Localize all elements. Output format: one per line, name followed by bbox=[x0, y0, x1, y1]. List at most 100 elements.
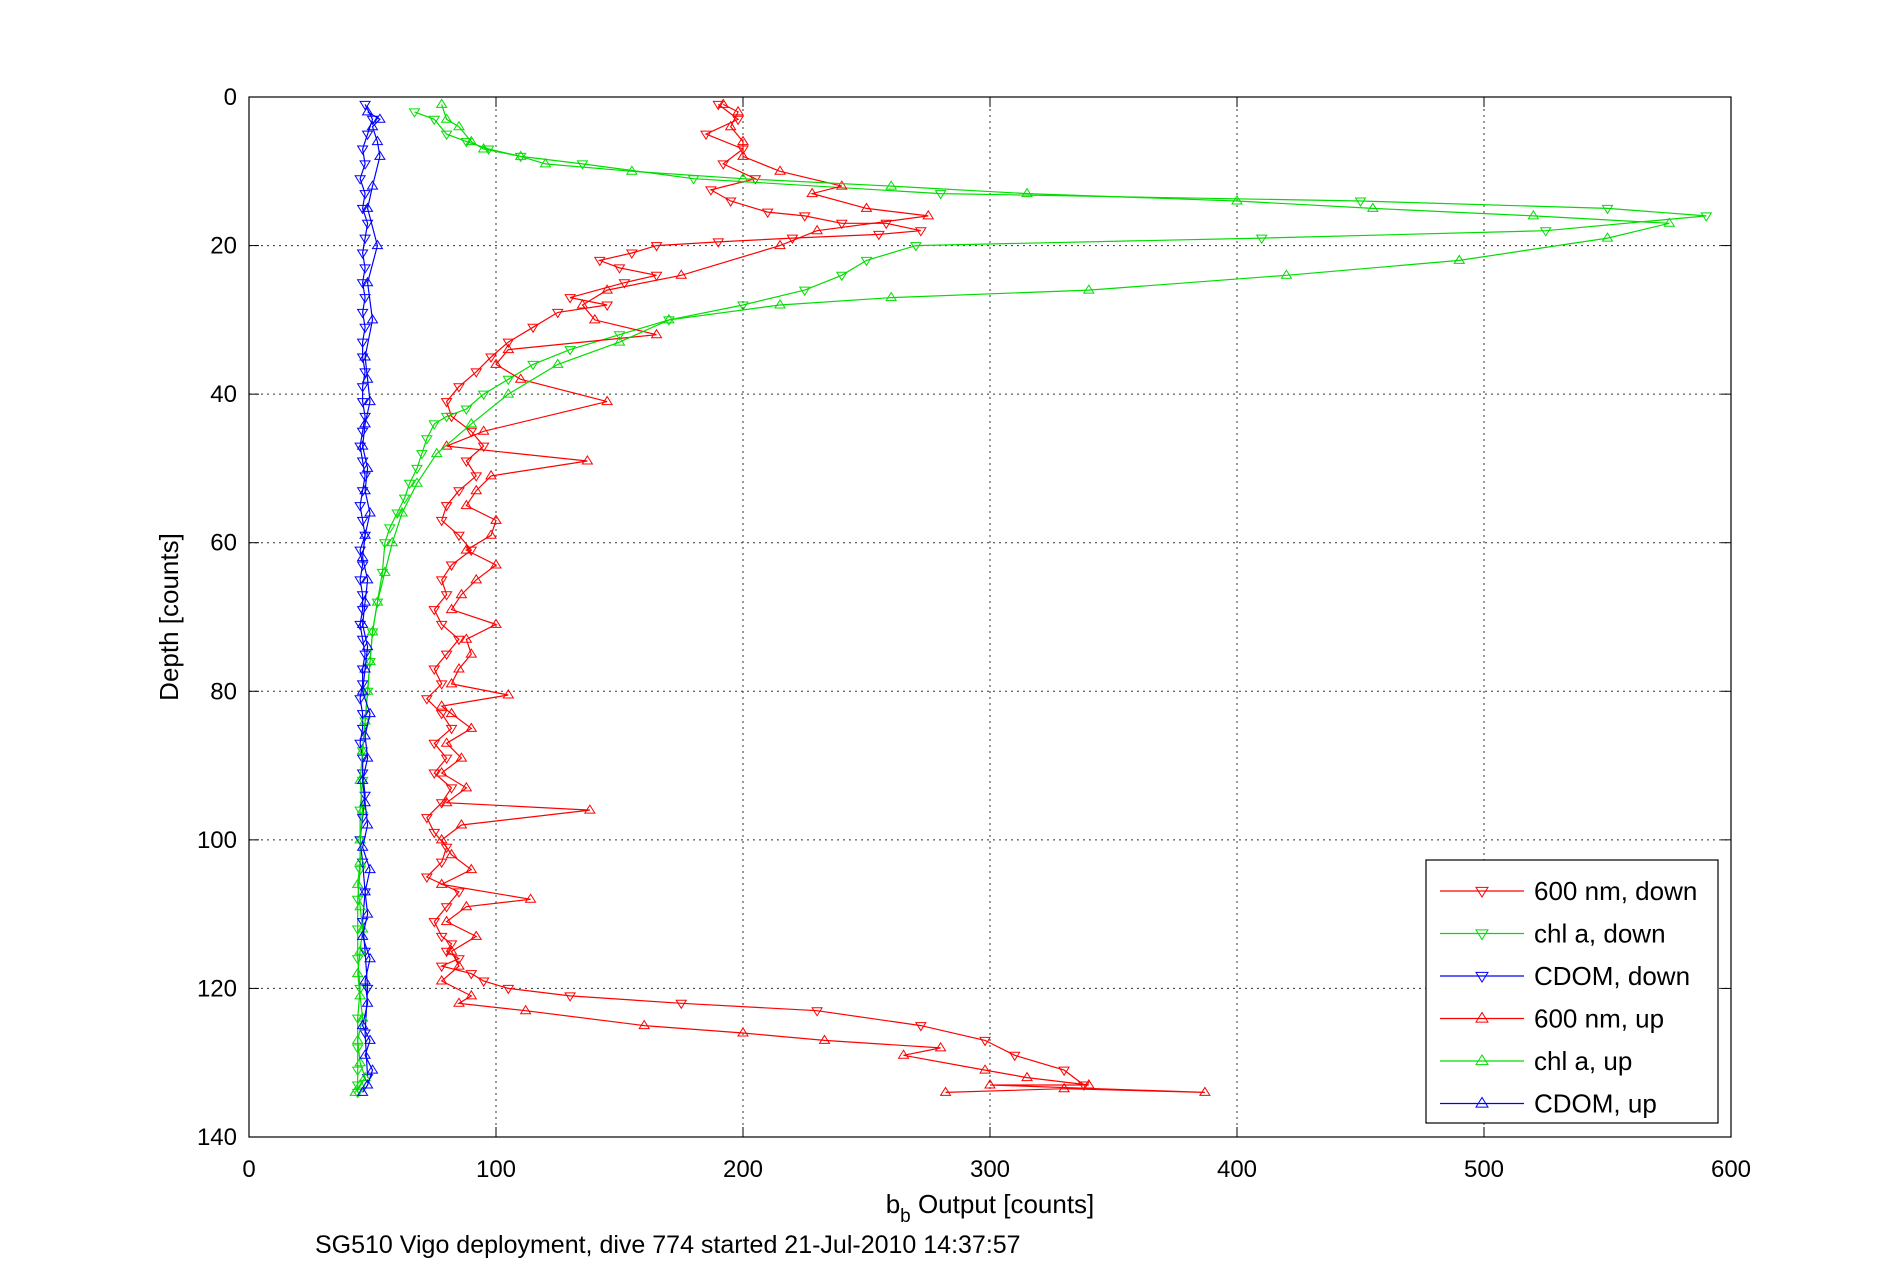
data-point bbox=[774, 165, 786, 175]
data-point bbox=[366, 1064, 379, 1074]
data-point bbox=[453, 635, 465, 646]
data-point bbox=[445, 677, 458, 688]
data-point bbox=[359, 234, 371, 245]
data-point bbox=[356, 204, 369, 215]
data-point bbox=[428, 665, 441, 675]
data-point bbox=[354, 576, 367, 586]
data-point bbox=[356, 561, 369, 571]
data-point bbox=[354, 945, 367, 955]
data-point bbox=[455, 588, 468, 599]
legend-label: CDOM, down bbox=[1534, 961, 1690, 991]
data-point bbox=[576, 299, 589, 309]
data-point bbox=[435, 767, 448, 777]
data-point bbox=[356, 724, 369, 735]
data-point bbox=[445, 945, 458, 955]
chart-caption: SG510 Vigo deployment, dive 774 started … bbox=[315, 1231, 1021, 1259]
data-point bbox=[914, 1022, 927, 1032]
data-point bbox=[811, 224, 824, 235]
data-point bbox=[356, 516, 369, 527]
data-point bbox=[445, 603, 458, 614]
data-point bbox=[1280, 269, 1293, 279]
data-point bbox=[860, 202, 873, 212]
legend-label: chl a, up bbox=[1534, 1046, 1632, 1076]
data-point bbox=[470, 573, 483, 584]
data-point bbox=[361, 1079, 374, 1089]
data-point bbox=[398, 494, 411, 505]
data-point bbox=[361, 819, 374, 829]
data-point bbox=[650, 242, 663, 252]
data-point bbox=[371, 239, 384, 250]
data-point bbox=[732, 105, 744, 116]
data-point bbox=[440, 412, 453, 423]
data-point bbox=[364, 507, 376, 517]
data-point bbox=[490, 618, 502, 628]
data-point bbox=[440, 398, 453, 408]
data-point bbox=[737, 301, 749, 311]
data-point bbox=[502, 338, 515, 349]
data-point bbox=[428, 115, 441, 126]
x-tick-label: 0 bbox=[242, 1156, 255, 1183]
legend-marker bbox=[1475, 971, 1489, 983]
data-point bbox=[835, 180, 848, 190]
data-point bbox=[737, 1027, 749, 1037]
data-point bbox=[356, 744, 369, 755]
legend-marker bbox=[1475, 929, 1489, 941]
data-point bbox=[356, 551, 369, 562]
data-point bbox=[411, 464, 423, 475]
data-point bbox=[428, 828, 441, 839]
y-tick-label: 20 bbox=[210, 233, 237, 260]
data-point bbox=[934, 1041, 947, 1052]
data-point bbox=[428, 739, 441, 750]
data-point bbox=[440, 843, 453, 854]
y-axis-label: Depth [counts] bbox=[154, 533, 184, 701]
data-point bbox=[490, 559, 502, 569]
data-point bbox=[361, 997, 374, 1007]
data-point bbox=[359, 791, 371, 802]
data-point bbox=[351, 955, 364, 965]
data-point bbox=[453, 997, 465, 1007]
data-point bbox=[383, 524, 396, 534]
data-point bbox=[470, 930, 483, 940]
data-point bbox=[564, 294, 577, 304]
data-point bbox=[465, 989, 478, 1000]
data-point bbox=[356, 383, 369, 393]
data-point bbox=[453, 663, 465, 673]
data-point bbox=[465, 648, 478, 658]
data-point bbox=[1601, 204, 1614, 215]
data-point bbox=[435, 962, 448, 973]
data-point bbox=[351, 967, 364, 978]
legend-marker bbox=[1475, 1096, 1489, 1108]
data-point bbox=[712, 238, 725, 248]
data-point bbox=[359, 323, 371, 334]
data-point bbox=[527, 323, 539, 334]
data-point bbox=[354, 833, 367, 844]
data-point bbox=[601, 395, 614, 406]
data-point bbox=[618, 279, 631, 289]
data-point bbox=[1255, 234, 1268, 245]
data-point bbox=[364, 952, 376, 963]
series-5 bbox=[356, 105, 386, 1096]
data-point bbox=[359, 796, 371, 807]
data-point bbox=[798, 212, 811, 222]
data-point bbox=[356, 1086, 369, 1096]
data-point bbox=[1231, 195, 1243, 205]
data-point bbox=[885, 291, 898, 302]
data-point bbox=[435, 98, 448, 108]
y-tick-label: 120 bbox=[197, 975, 237, 1002]
data-point bbox=[700, 130, 712, 141]
data-point bbox=[502, 984, 515, 995]
data-point bbox=[485, 469, 497, 480]
data-point bbox=[704, 186, 717, 196]
data-point bbox=[453, 487, 465, 497]
data-point bbox=[420, 695, 433, 705]
data-point bbox=[1082, 284, 1095, 294]
data-point bbox=[625, 165, 638, 175]
data-point bbox=[356, 457, 369, 467]
data-point bbox=[359, 294, 371, 304]
data-point bbox=[445, 940, 458, 950]
data-point bbox=[717, 160, 730, 170]
series-line bbox=[361, 111, 381, 1093]
data-point bbox=[583, 804, 596, 814]
data-point bbox=[354, 984, 367, 995]
data-point bbox=[445, 561, 458, 571]
